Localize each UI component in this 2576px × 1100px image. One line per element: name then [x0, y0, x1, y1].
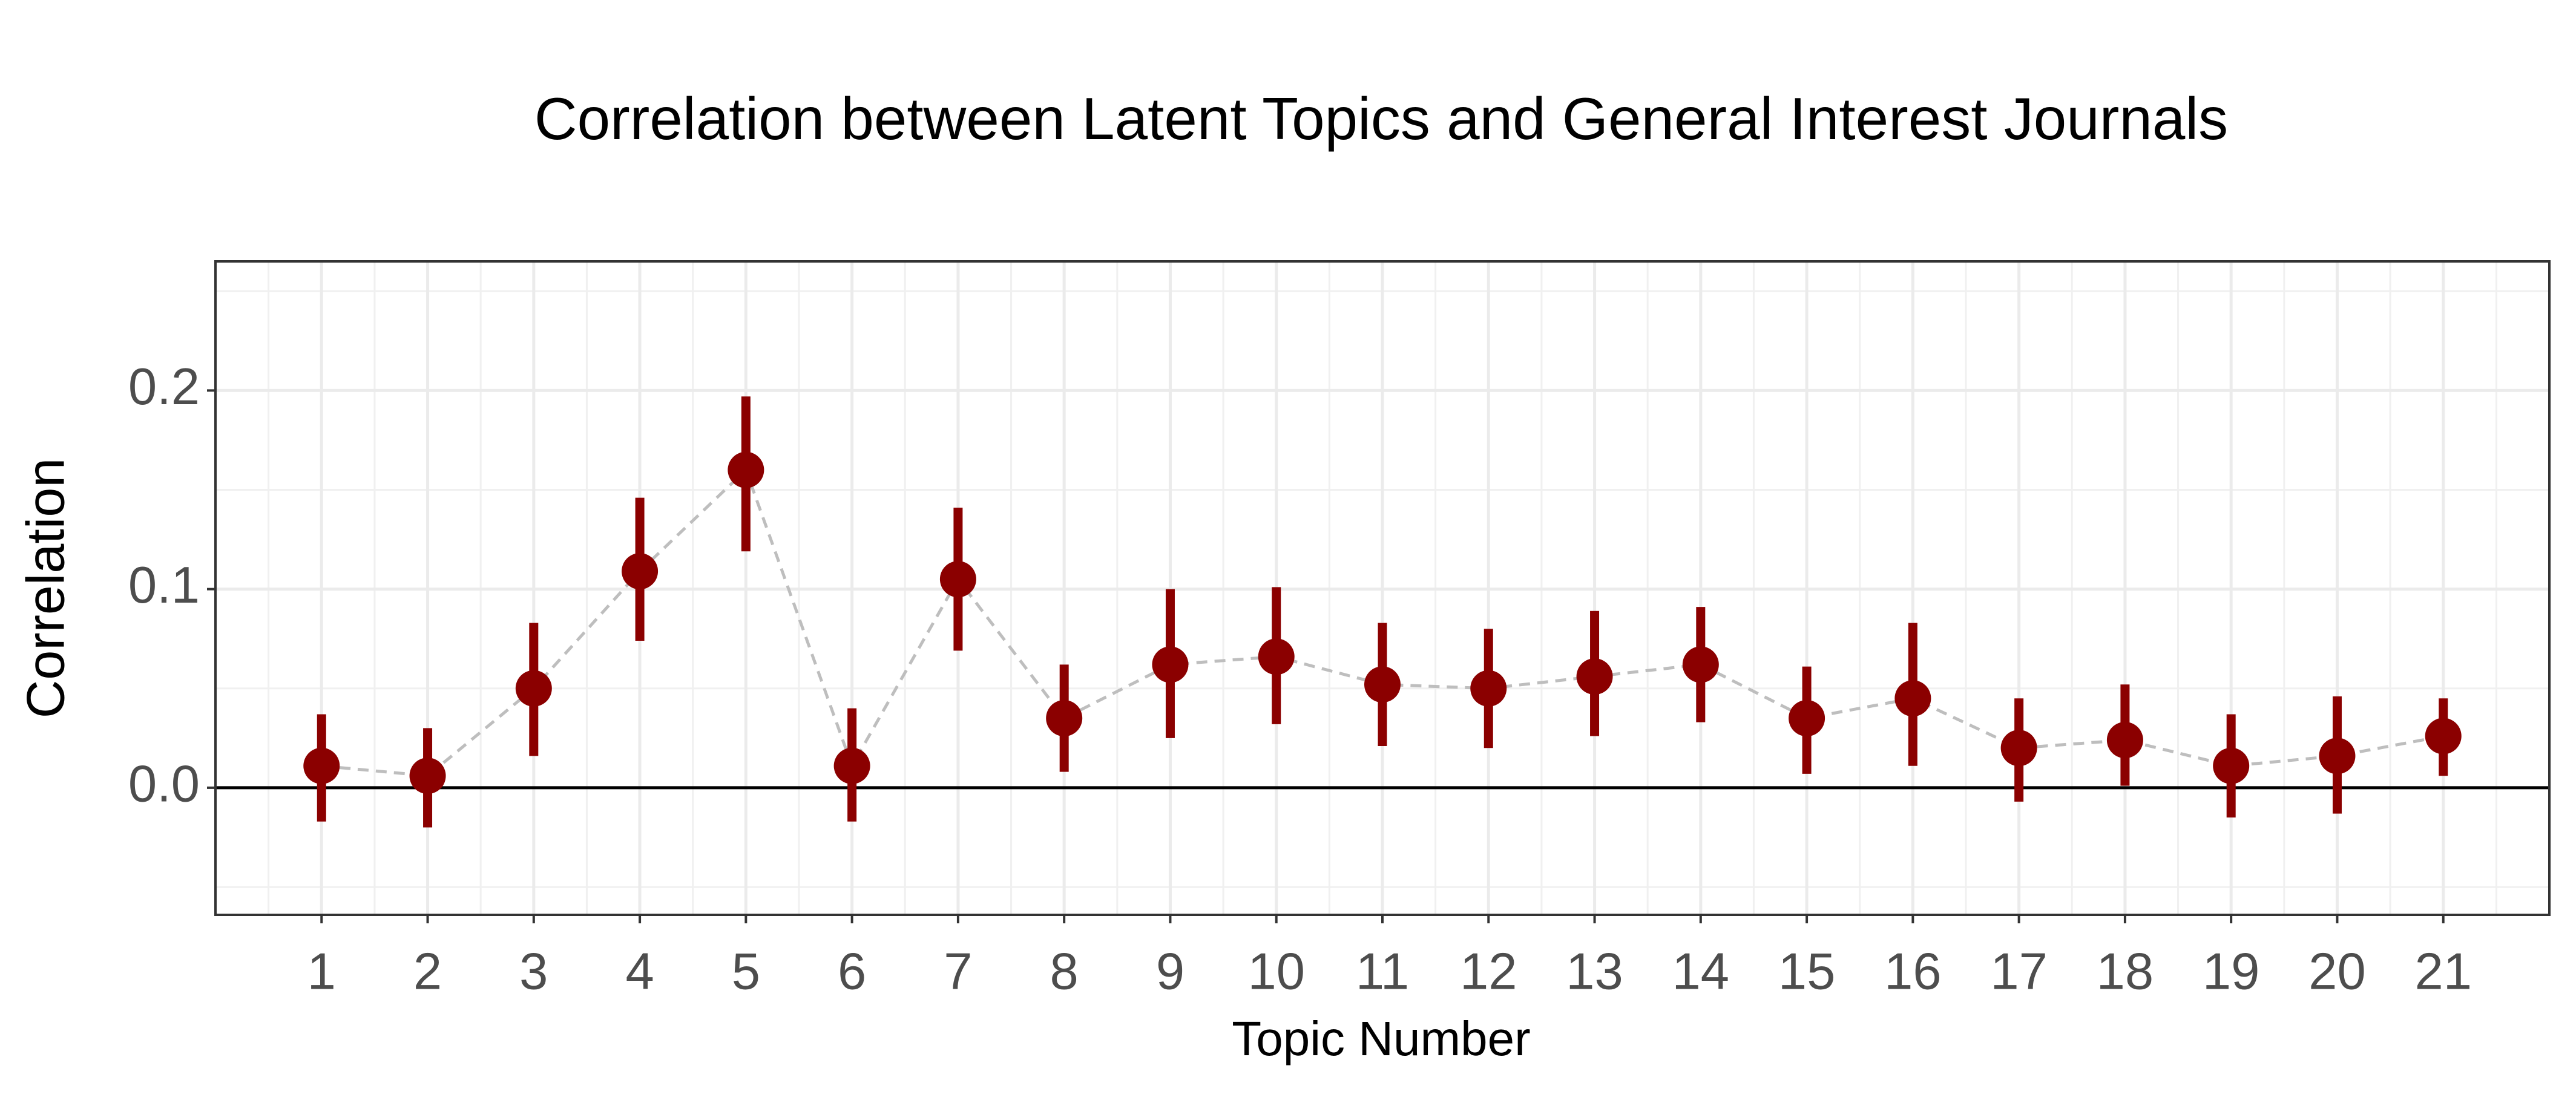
x-tick-label: 21 [2414, 943, 2472, 1000]
point [833, 747, 870, 784]
point [409, 758, 446, 794]
point [2425, 718, 2462, 755]
point [1364, 666, 1401, 703]
x-tick-label: 20 [2308, 943, 2366, 1000]
point [1682, 646, 1719, 683]
y-tick-label: 0.2 [128, 358, 200, 416]
x-tick-label: 11 [1356, 943, 1409, 1000]
x-tick-label: 8 [1050, 943, 1079, 1000]
x-tick-label: 5 [732, 943, 760, 1000]
point [303, 747, 340, 784]
point [1258, 638, 1295, 675]
point [1470, 670, 1507, 707]
x-tick-label: 10 [1247, 943, 1305, 1000]
point [728, 451, 764, 488]
x-tick-label: 15 [1778, 943, 1836, 1000]
x-tick-label: 12 [1460, 943, 1517, 1000]
x-axis-title: Topic Number [1232, 1012, 1531, 1066]
point [2106, 722, 2143, 759]
x-tick-label: 16 [1884, 943, 1942, 1000]
point [2319, 738, 2356, 774]
point [2000, 730, 2037, 767]
x-tick-label: 18 [2097, 943, 2154, 1000]
x-tick-label: 1 [307, 943, 336, 1000]
x-tick-label: 7 [944, 943, 972, 1000]
point [939, 561, 976, 598]
x-tick-label: 3 [519, 943, 548, 1000]
point [1046, 700, 1083, 737]
x-tick-label: 2 [413, 943, 442, 1000]
x-tick-label: 14 [1672, 943, 1730, 1000]
x-tick-label: 17 [1990, 943, 2048, 1000]
x-tick-label: 4 [625, 943, 654, 1000]
point [515, 670, 552, 707]
x-tick-label: 6 [838, 943, 866, 1000]
y-tick-label: 0.0 [128, 755, 200, 813]
x-tick-label: 13 [1566, 943, 1623, 1000]
y-tick-label: 0.1 [128, 557, 200, 614]
panel-border [214, 260, 2551, 916]
x-tick-label: 9 [1156, 943, 1184, 1000]
chart-title: Correlation between Latent Topics and Ge… [534, 85, 2228, 152]
y-axis-title: Correlation [15, 458, 75, 718]
x-tick-label: 19 [2203, 943, 2260, 1000]
point [1894, 680, 1931, 717]
point [1576, 658, 1613, 695]
point [2213, 747, 2250, 784]
point [1789, 700, 1825, 737]
point [622, 553, 659, 590]
point [1152, 646, 1189, 683]
